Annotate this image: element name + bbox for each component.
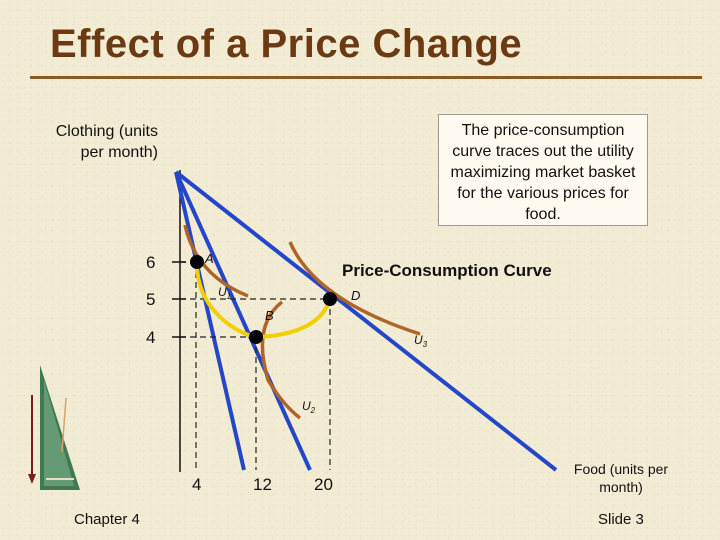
x-tick-20: 20: [314, 475, 333, 494]
x-axis-label: Food (units per month): [573, 461, 669, 495]
budget-line-2: [174, 171, 312, 471]
slide-title: Effect of a Price Change: [50, 22, 523, 66]
point-a: [190, 255, 204, 269]
footer-chapter: Chapter 4: [74, 511, 140, 528]
u2-label: U2: [302, 399, 316, 415]
note-box: The price-consumption curve traces out t…: [438, 114, 648, 226]
y-tick-5: 5: [146, 290, 155, 309]
u1-label: U1: [218, 285, 231, 301]
point-a-label: A: [204, 251, 214, 266]
u3-label: U3: [414, 333, 428, 349]
note-text: The price-consumption curve traces out t…: [450, 122, 636, 223]
decorative-wedge-graphic: [28, 365, 80, 490]
title-divider: [30, 76, 702, 79]
indifference-curve-u1: [183, 224, 249, 298]
point-b-label: B: [265, 308, 274, 323]
indifference-curve-u3: [288, 241, 421, 336]
x-tick-4: 4: [192, 475, 201, 494]
price-consumption-curve-label: Price-Consumption Curve: [342, 261, 552, 280]
y-axis-label: Clothing (units per month): [55, 123, 158, 161]
y-tick-4: 4: [146, 328, 155, 347]
budget-line-3: [174, 170, 558, 472]
y-tick-6: 6: [146, 253, 155, 272]
budget-line-1: [174, 171, 246, 471]
indifference-curve-u2: [260, 300, 302, 420]
point-d-label: D: [351, 288, 360, 303]
point-b: [249, 330, 263, 344]
x-tick-12: 12: [253, 475, 272, 494]
footer-slide-number: Slide 3: [598, 511, 644, 528]
point-d: [323, 292, 337, 306]
